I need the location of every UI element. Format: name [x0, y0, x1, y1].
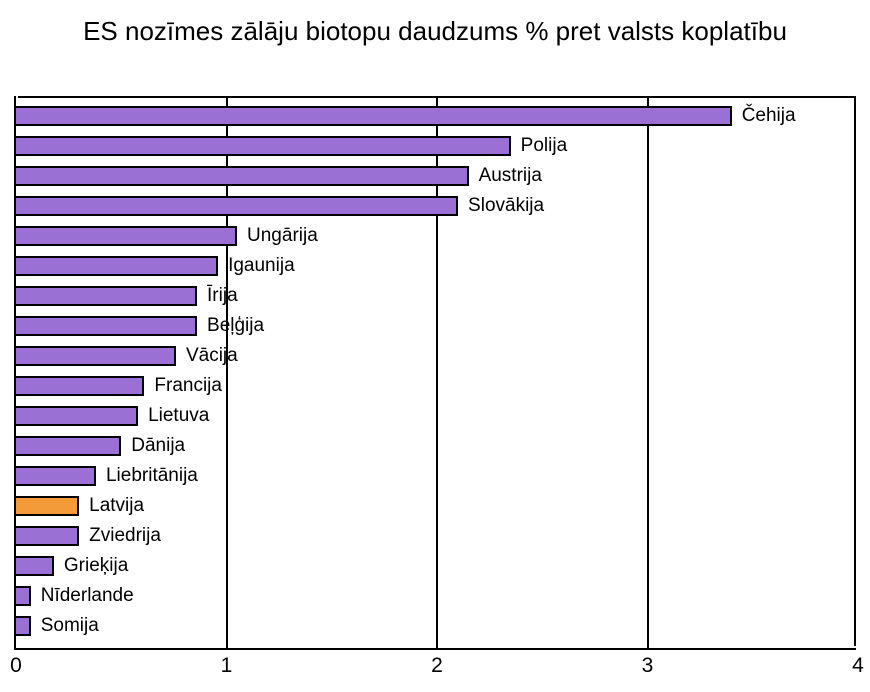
bar — [16, 106, 732, 126]
bar — [16, 256, 218, 276]
bar-label: Igaunija — [228, 255, 295, 277]
bar — [16, 316, 197, 336]
bar — [16, 196, 458, 216]
bar — [16, 466, 96, 486]
x-tick-label: 3 — [642, 654, 654, 678]
bar-label: Dānija — [131, 435, 185, 457]
bar-label: Zviedrija — [89, 525, 161, 547]
bar-label: Vācija — [186, 345, 238, 367]
bar-label: Īrija — [207, 285, 238, 307]
bar-label: Grieķija — [64, 555, 128, 577]
bar — [16, 436, 121, 456]
bar-label: Austrija — [479, 165, 542, 187]
bar-label: Ungārija — [247, 225, 318, 247]
bar-label: Lietuva — [148, 405, 209, 427]
bar — [16, 526, 79, 546]
bar — [16, 376, 144, 396]
bar-label: Francija — [154, 375, 222, 397]
bar — [16, 166, 469, 186]
bar — [16, 406, 138, 426]
bar-label: Polija — [521, 135, 567, 157]
x-tick-label: 0 — [10, 654, 22, 678]
plot-area: Čehija Polija Austrija Slovākija Ungārija Iga… — [14, 96, 856, 650]
bar-label: Beļģija — [207, 315, 264, 337]
bar-label: Nīderlande — [41, 585, 134, 607]
bar — [16, 136, 511, 156]
bar — [16, 346, 176, 366]
x-tick-label: 4 — [852, 654, 864, 678]
bar — [16, 586, 31, 606]
bar-label: Slovākija — [468, 195, 544, 217]
gridline — [647, 96, 649, 648]
bar-label: Latvija — [89, 495, 144, 517]
x-tick-label: 2 — [431, 654, 443, 678]
bar-label: Čehija — [742, 105, 796, 127]
chart-container: Čehija Polija Austrija Slovākija Ungārija Iga… — [14, 96, 856, 650]
bar-label: Liebritānija — [106, 465, 198, 487]
bar-label: Somija — [41, 615, 99, 637]
bar — [16, 556, 54, 576]
bar — [16, 616, 31, 636]
bar — [16, 286, 197, 306]
x-tick-label: 1 — [221, 654, 233, 678]
bar-highlight — [16, 496, 79, 516]
bar — [16, 226, 237, 246]
chart-title: ES nozīmes zālāju biotopu daudzums % pre… — [0, 0, 870, 57]
